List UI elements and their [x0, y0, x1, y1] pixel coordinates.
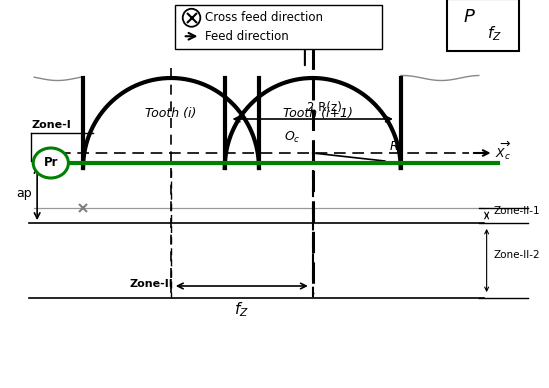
Text: $R_0$: $R_0$ [389, 140, 405, 155]
Text: Tooth (i): Tooth (i) [145, 106, 197, 120]
Text: $f_Z$: $f_Z$ [487, 25, 502, 43]
Text: $\overrightarrow{X_c}$: $\overrightarrow{X_c}$ [495, 140, 512, 162]
FancyBboxPatch shape [446, 0, 519, 51]
Text: Zone-I: Zone-I [31, 120, 71, 130]
Text: Feed direction: Feed direction [205, 30, 289, 43]
Circle shape [183, 9, 200, 27]
Text: $P$: $P$ [463, 9, 475, 26]
FancyBboxPatch shape [175, 5, 382, 49]
Text: Zone-II: Zone-II [130, 279, 173, 289]
Text: 2 R(z): 2 R(z) [307, 101, 342, 114]
Text: Cross feed direction: Cross feed direction [205, 11, 323, 24]
Text: $O_c$: $O_c$ [284, 130, 301, 145]
Ellipse shape [33, 148, 69, 178]
Text: Pr: Pr [43, 156, 58, 168]
Text: Zone-II-1: Zone-II-1 [494, 206, 540, 215]
Text: Zone-II-2: Zone-II-2 [494, 251, 540, 260]
Text: Tooth (i+1): Tooth (i+1) [283, 106, 352, 120]
Text: ap: ap [16, 187, 32, 199]
Text: $\overrightarrow{Z_c}$: $\overrightarrow{Z_c}$ [309, 8, 324, 30]
Text: $f_Z$: $f_Z$ [234, 300, 249, 319]
